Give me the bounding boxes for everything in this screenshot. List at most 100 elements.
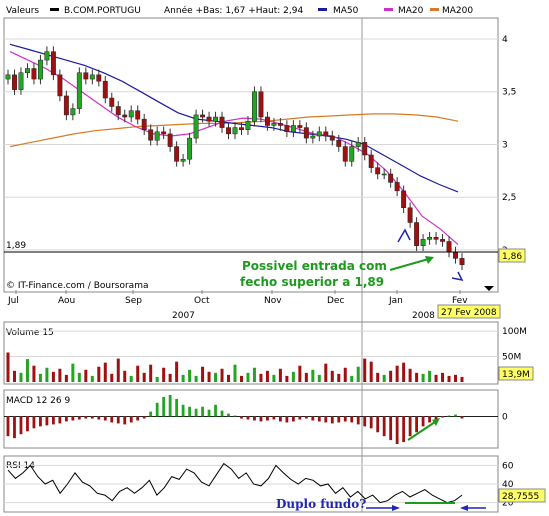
moving-averages	[9, 43, 459, 246]
macd-bar	[129, 416, 133, 423]
candle	[342, 146, 348, 162]
volume-bar	[51, 371, 55, 382]
candle	[440, 239, 445, 242]
macd-bar	[279, 416, 282, 422]
macd-bar	[201, 406, 204, 417]
volume-bar	[155, 376, 159, 382]
entry-arrow-head	[425, 256, 434, 264]
volume-bar	[71, 363, 75, 382]
volume-bar	[402, 362, 406, 382]
macd-bar	[330, 416, 334, 424]
volume-bar	[278, 368, 282, 382]
macd-bar	[71, 416, 75, 421]
candle	[63, 95, 69, 116]
macd-bar	[408, 416, 412, 437]
macd-bar	[142, 416, 146, 419]
candle	[329, 135, 335, 141]
macd-bar	[149, 411, 153, 417]
candle	[264, 116, 270, 126]
volume-bar	[454, 374, 458, 382]
volume-bar	[259, 373, 263, 382]
low-marker-1	[397, 228, 411, 243]
macd-bar	[162, 396, 166, 417]
volume-bar	[181, 374, 185, 382]
year-range: Année +Bas: 1,67 +Haut: 2,94	[164, 5, 303, 16]
candle	[200, 114, 206, 118]
entry-arrow	[389, 257, 433, 271]
rsi-low-arrow-1-head	[392, 505, 400, 511]
volume-bar	[103, 362, 107, 382]
x-tick-label: Nov	[264, 296, 282, 306]
volume-y-tick: 100M	[502, 327, 527, 337]
volume-bar	[291, 371, 295, 382]
x-axis: Jul Aou Sep Oct Nov Dec Jan Fev 2007 2008	[7, 290, 468, 321]
macd-bar	[291, 416, 295, 422]
entry-annotation-line1: Possivel entrada com	[242, 259, 387, 273]
volume-bar	[408, 368, 412, 382]
rsi-grid: 60 40 20	[4, 461, 514, 509]
volume-bar	[265, 370, 269, 382]
volume-grid: 100M 50M	[4, 327, 527, 363]
date-badge-text: 27 Fev 2008	[441, 308, 497, 318]
volume-bar	[194, 375, 198, 382]
candle	[25, 68, 30, 73]
candle	[381, 173, 387, 176]
volume-bar	[324, 363, 328, 382]
candle	[459, 258, 465, 265]
macd-bar	[395, 416, 399, 445]
volume-bar	[252, 367, 256, 382]
volume-bar	[38, 373, 42, 382]
price-badge-text: 1,86	[502, 252, 522, 262]
macd-bar	[454, 414, 457, 417]
volume-bar	[123, 370, 127, 382]
volume-bar	[136, 365, 140, 382]
price-grid: 43,532,52	[4, 35, 516, 256]
volume-bar	[25, 359, 29, 382]
macd-bar	[13, 416, 16, 439]
candle	[37, 59, 43, 80]
volume-bar	[188, 369, 192, 382]
ma20-line	[9, 51, 459, 246]
volume-bar	[168, 373, 172, 382]
price-y-tick: 3,5	[502, 88, 516, 98]
x-tick-label: Jan	[388, 296, 403, 306]
volume-bar	[434, 374, 438, 382]
volume-bar	[32, 365, 36, 382]
macd-bar	[155, 402, 159, 417]
volume-bar	[207, 371, 211, 382]
candle	[277, 123, 283, 126]
volume-bar	[175, 361, 179, 382]
candle	[284, 125, 290, 133]
volume-bar	[239, 375, 243, 382]
candle	[401, 190, 407, 208]
candle	[109, 97, 115, 107]
candle	[89, 74, 95, 80]
candle	[193, 114, 199, 139]
rsi-y-tick: 20	[502, 499, 514, 509]
volume-bar	[460, 376, 464, 382]
volume-bar	[376, 372, 380, 382]
volume-bar	[382, 374, 386, 382]
candle	[414, 222, 420, 246]
macd-bar	[220, 410, 224, 417]
volume-bar	[116, 358, 120, 382]
candle	[446, 241, 452, 253]
macd-bar	[350, 416, 354, 423]
candle	[148, 129, 154, 141]
macd-bar	[90, 416, 94, 419]
candle	[420, 239, 426, 246]
macd-label: MACD 12 26 9	[6, 396, 70, 406]
volume-bar	[214, 372, 218, 382]
volume-bar	[350, 375, 354, 382]
macd-bar	[240, 416, 243, 419]
volume-bar	[428, 370, 432, 382]
rsi-series-line	[7, 462, 463, 504]
macd-bar	[77, 416, 81, 420]
volume-bar	[421, 373, 425, 382]
volume-bar	[64, 374, 68, 382]
candle	[323, 131, 329, 137]
candle	[141, 118, 147, 130]
scroll-down-icon[interactable]	[484, 286, 494, 291]
x-tick-label: Fev	[452, 296, 468, 306]
